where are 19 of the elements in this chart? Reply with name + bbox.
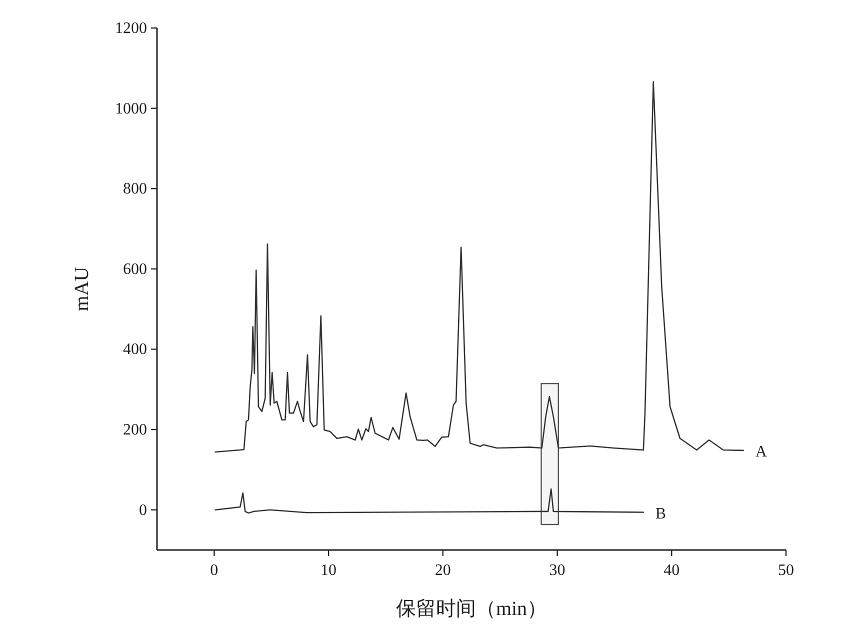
series-label: B: [655, 505, 666, 522]
x-tick-label: 50: [778, 562, 794, 579]
line-series: [214, 81, 744, 453]
y-tick-label: 600: [123, 260, 147, 278]
x-tick-label: 0: [210, 562, 218, 579]
y-tick-label: 200: [123, 422, 147, 439]
series-label: A: [755, 443, 768, 460]
y-axis-title: mAU: [71, 266, 93, 312]
y-tick-label: 400: [123, 341, 147, 358]
y-tick-label: 1200: [115, 20, 147, 37]
y-tick-label: 800: [123, 180, 147, 198]
x-axis-title: 保留时间（min）: [396, 598, 548, 620]
x-tick-label: 10: [320, 562, 337, 579]
y-tick-label: 1000: [115, 100, 147, 118]
line-series: [214, 488, 644, 514]
x-tick-label: 20: [434, 562, 451, 579]
y-tick-label: 0: [139, 502, 147, 519]
x-tick-label: 40: [664, 562, 680, 579]
x-tick-label: 30: [549, 562, 566, 579]
